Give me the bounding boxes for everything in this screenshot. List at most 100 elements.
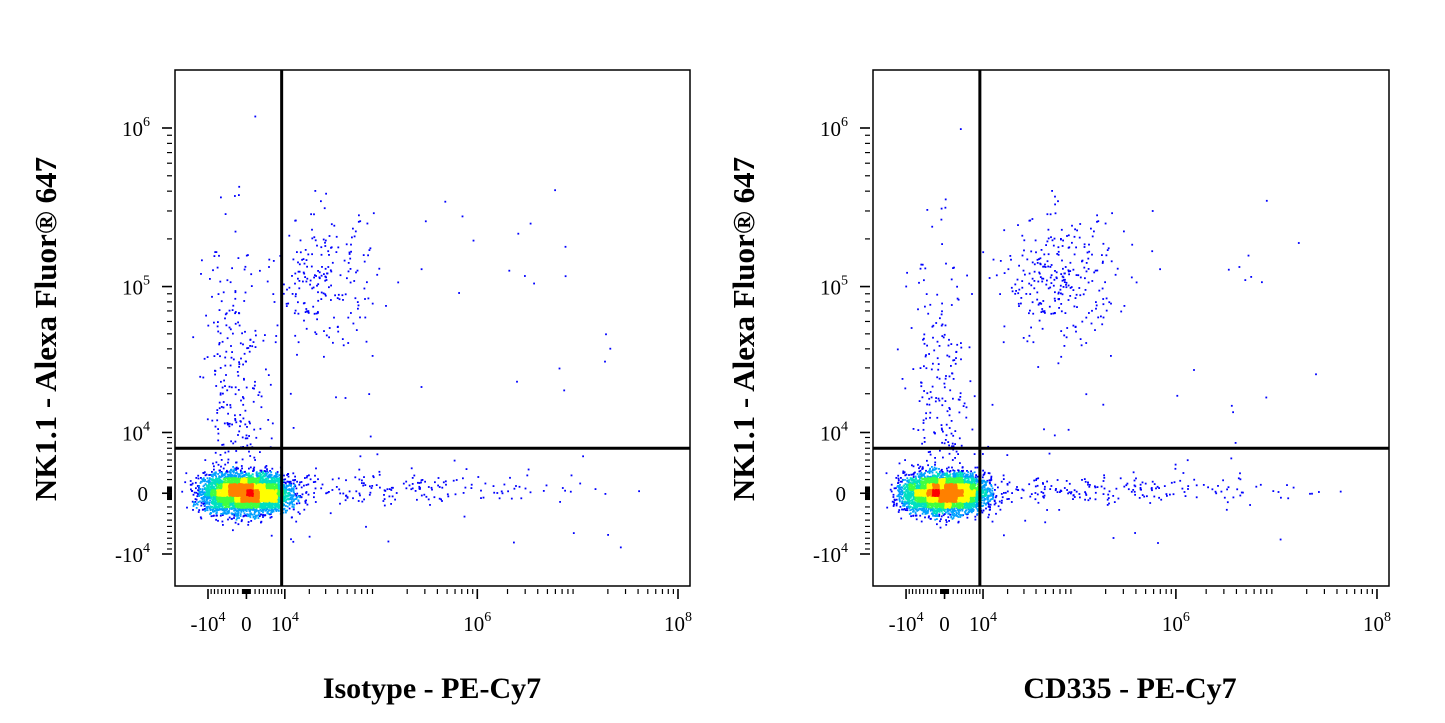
data-point: [354, 230, 357, 233]
data-point: [221, 475, 223, 478]
data-point: [277, 479, 280, 482]
data-point: [204, 483, 207, 485]
data-point: [233, 489, 236, 492]
data-point: [209, 495, 212, 498]
data-point: [238, 491, 241, 494]
data-point: [265, 502, 268, 505]
data-point: [500, 490, 503, 493]
data-point: [413, 474, 416, 477]
data-point: [252, 487, 255, 490]
data-point: [244, 509, 247, 512]
data-point: [342, 299, 344, 301]
data-point: [322, 238, 325, 241]
data-point: [236, 467, 238, 470]
data-point: [331, 489, 334, 491]
data-point: [371, 302, 374, 305]
data-point: [247, 486, 250, 489]
data-point: [246, 426, 248, 428]
data-point: [455, 479, 458, 481]
data-point: [214, 451, 217, 454]
data-point: [248, 506, 251, 509]
data-point: [253, 478, 255, 481]
data-point: [295, 496, 298, 499]
data-point: [207, 491, 209, 494]
data-point: [241, 487, 244, 490]
data-point: [240, 399, 242, 402]
data-point: [243, 352, 246, 355]
data-point: [420, 494, 423, 497]
data-point: [199, 375, 202, 378]
data-point: [349, 268, 352, 270]
data-point: [252, 468, 255, 470]
data-point: [269, 516, 272, 519]
data-point: [349, 281, 352, 284]
data-point: [465, 468, 468, 470]
data-point: [359, 316, 361, 319]
data-point: [317, 291, 319, 294]
data-point: [273, 493, 276, 496]
data-point: [234, 480, 237, 483]
data-point: [201, 491, 204, 494]
data-point: [250, 520, 253, 522]
data-point: [247, 508, 250, 511]
data-point: [470, 483, 473, 486]
data-point: [347, 316, 350, 319]
data-point: [215, 461, 218, 464]
data-point: [242, 501, 244, 503]
data-point: [285, 501, 287, 503]
data-point: [272, 509, 274, 511]
data-point: [263, 473, 266, 476]
data-point: [229, 364, 232, 367]
data-point: [235, 481, 238, 484]
data-point: [268, 502, 271, 505]
data-point: [213, 321, 215, 324]
data-point: [318, 271, 321, 274]
data-point: [230, 356, 233, 359]
data-point: [216, 325, 219, 328]
data-point: [215, 484, 217, 487]
data-point: [257, 394, 260, 396]
data-point: [254, 515, 257, 518]
data-point: [302, 271, 305, 274]
data-point: [270, 478, 273, 480]
data-point: [236, 517, 239, 519]
data-point: [247, 503, 250, 505]
data-point: [325, 492, 327, 495]
data-point: [452, 479, 455, 482]
data-point: [263, 475, 266, 478]
data-point: [293, 312, 296, 315]
data-point: [283, 486, 285, 488]
data-point: [229, 484, 232, 486]
data-point: [213, 355, 216, 357]
data-point: [305, 327, 308, 330]
data-point: [298, 512, 301, 515]
data-point: [216, 483, 219, 486]
data-point: [221, 506, 224, 509]
data-point: [207, 501, 209, 504]
data-point: [317, 311, 319, 313]
data-point: [185, 472, 188, 475]
data-point: [363, 260, 366, 263]
data-point: [209, 278, 211, 280]
data-point: [297, 270, 300, 273]
data-point: [220, 465, 222, 468]
data-point: [258, 475, 261, 478]
data-point: [223, 476, 226, 479]
data-point: [441, 486, 444, 489]
data-point: [269, 497, 271, 499]
data-point: [421, 479, 424, 481]
data-point: [316, 284, 318, 287]
data-point: [263, 500, 266, 503]
data-point: [208, 474, 211, 476]
data-point: [442, 481, 445, 484]
data-point: [292, 495, 295, 498]
data-point: [218, 254, 220, 257]
data-point: [210, 493, 213, 496]
data-point: [339, 502, 341, 505]
data-point: [237, 495, 240, 497]
data-point: [284, 497, 287, 499]
data-point: [503, 483, 506, 486]
data-point: [239, 420, 242, 422]
data-point: [304, 311, 307, 313]
data-point: [209, 492, 211, 495]
